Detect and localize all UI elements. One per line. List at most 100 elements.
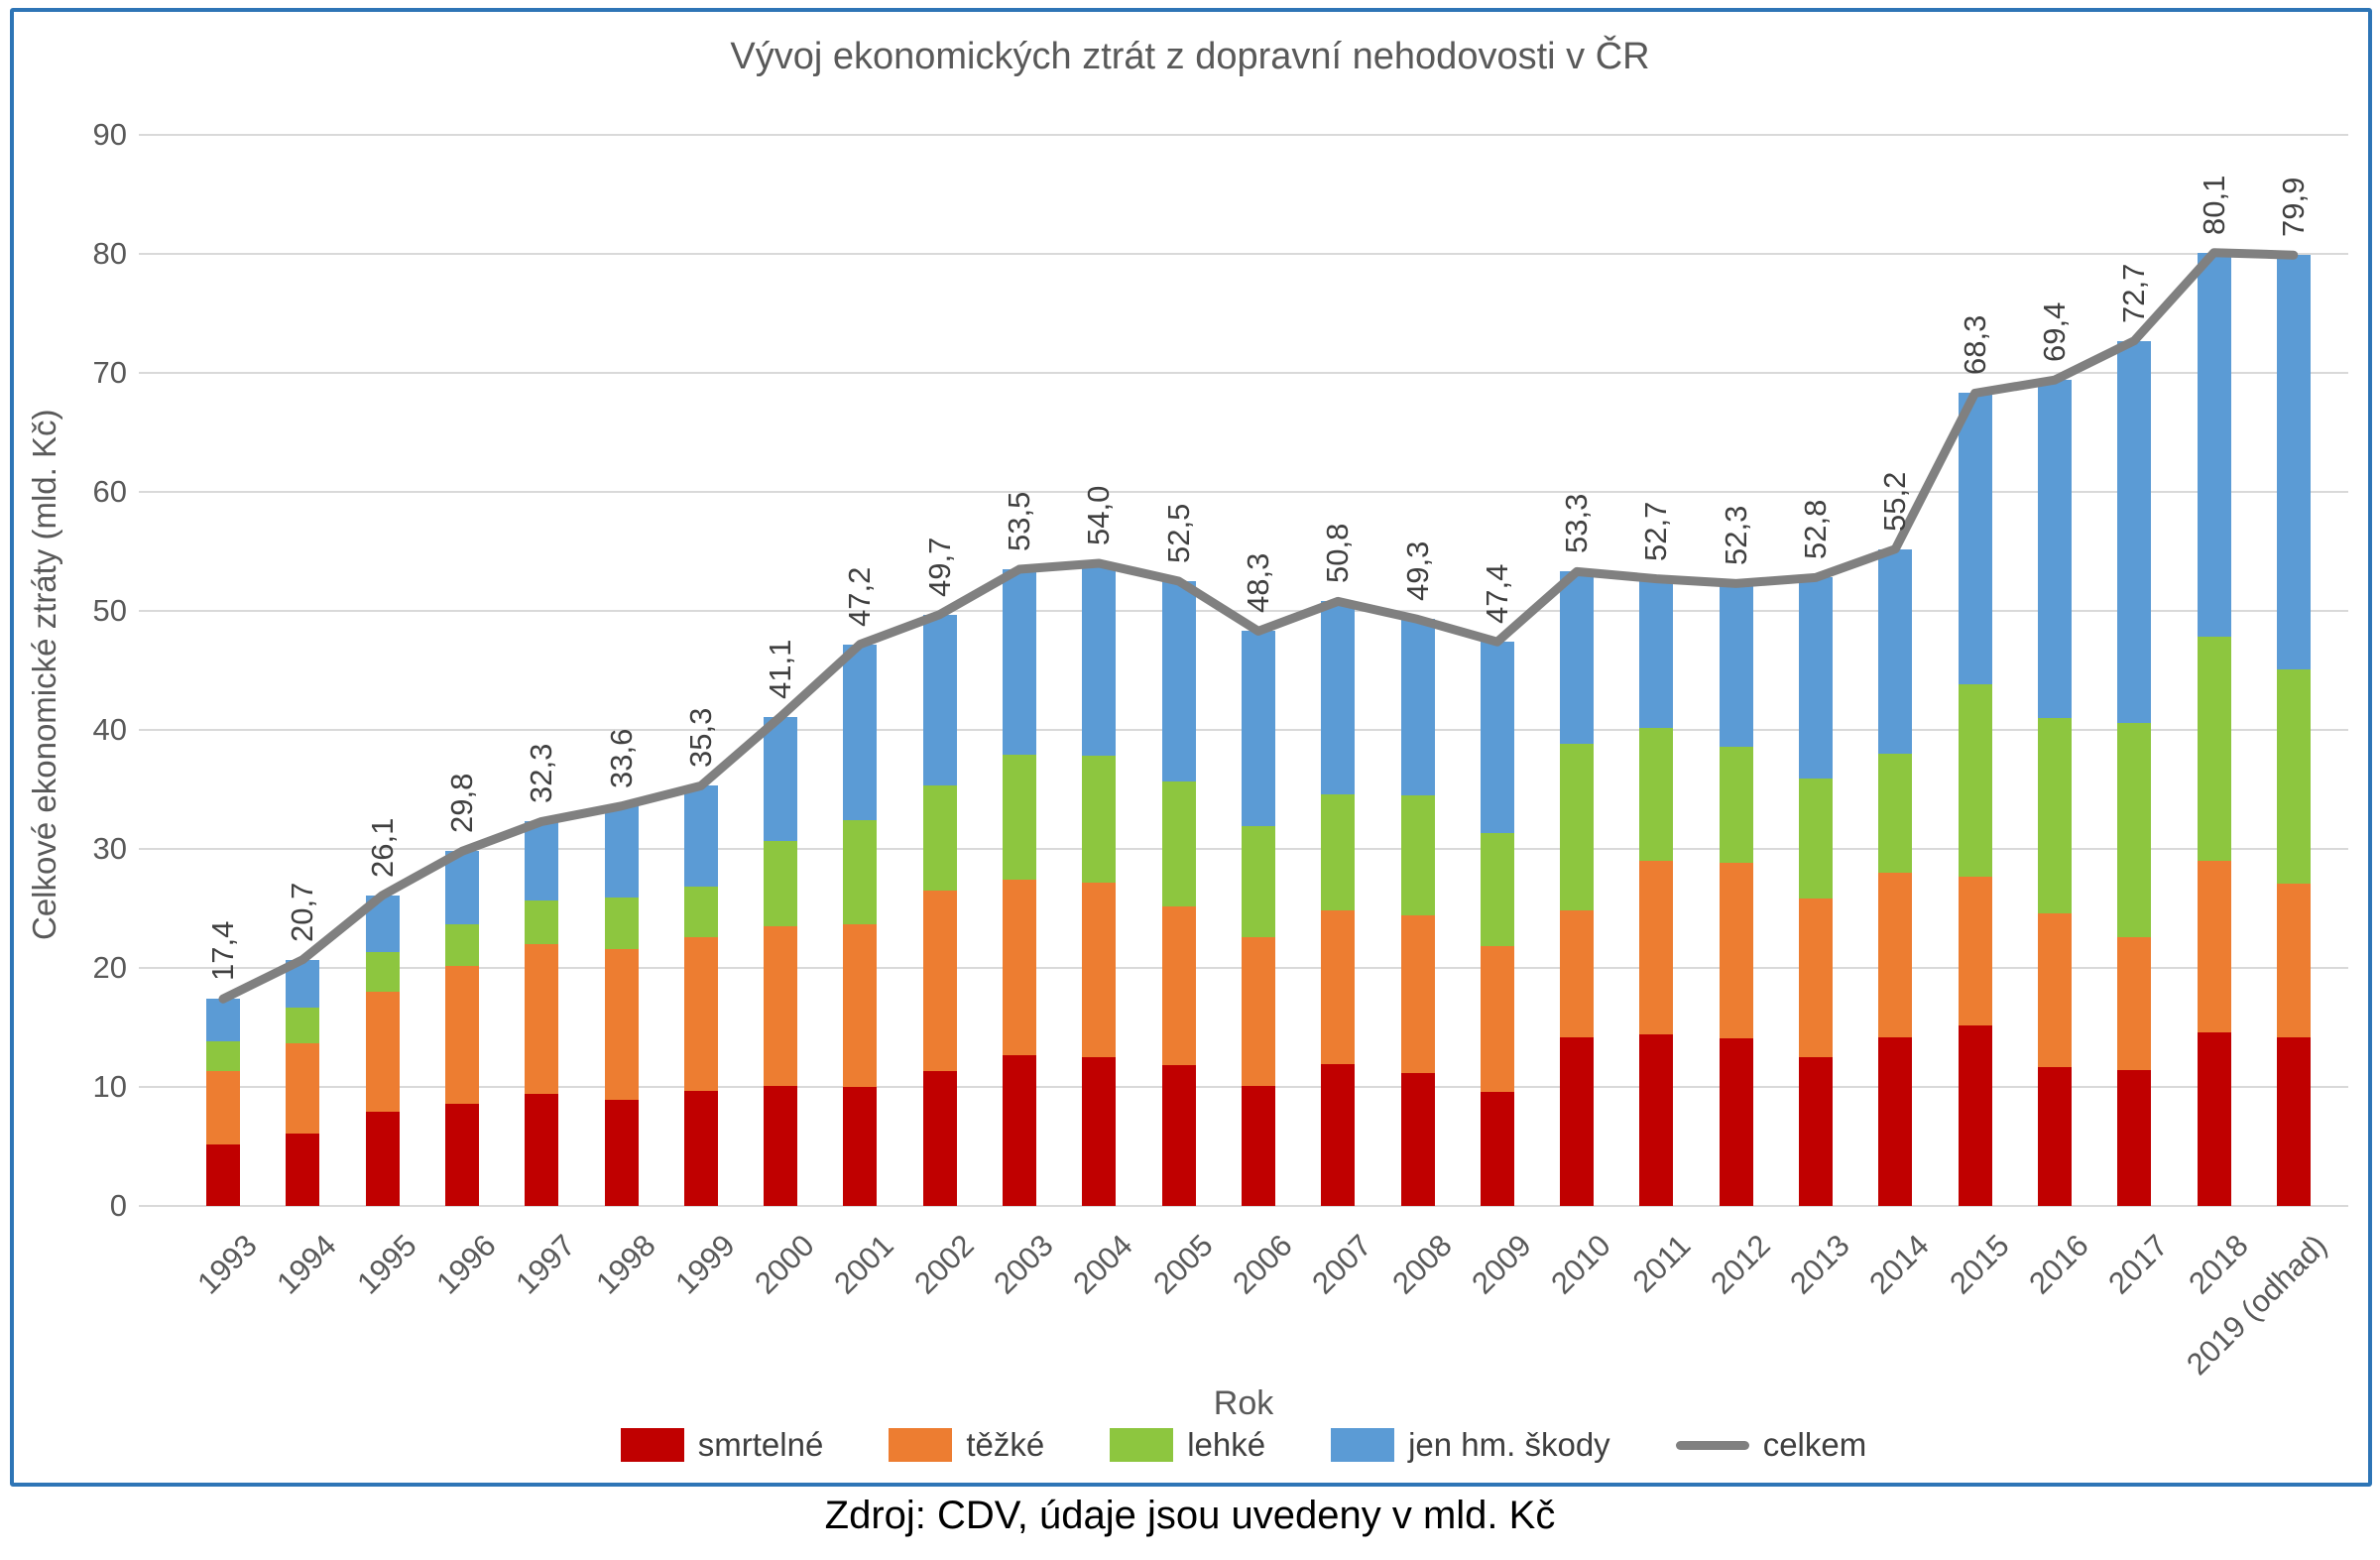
y-tick-label: 80 xyxy=(92,236,127,271)
bar-2004-smrtelné xyxy=(1082,1057,1117,1206)
value-label-2017: 72,7 xyxy=(2116,263,2152,323)
y-tick-label: 20 xyxy=(92,950,127,985)
total-line xyxy=(218,248,2299,1004)
legend-label: jen hm. škody xyxy=(1408,1426,1610,1463)
chart-title: Vývoj ekonomických ztrát z dopravní neho… xyxy=(730,36,1650,77)
bar-2013-lehké xyxy=(1799,779,1833,900)
bar-2010-jen hm. škody xyxy=(1560,571,1595,745)
bar-2009-smrtelné xyxy=(1480,1091,1514,1206)
bar-2016-jen hm. škody xyxy=(2037,380,2072,718)
bar-2008-jen hm. škody xyxy=(1400,619,1435,795)
bar-1993-smrtelné xyxy=(206,1143,240,1206)
bar-1996-jen hm. škody xyxy=(444,851,479,924)
gridline-y-0 xyxy=(139,1205,2348,1207)
gridline-y-80 xyxy=(139,253,2348,255)
bar-2001-smrtelné xyxy=(843,1087,878,1206)
bar-2010-lehké xyxy=(1560,744,1595,911)
value-label-2002: 49,7 xyxy=(921,537,957,597)
bar-2000-těžké xyxy=(764,926,798,1086)
bar-2019-těžké xyxy=(2276,883,2311,1037)
value-label-2009: 47,4 xyxy=(1479,563,1514,625)
bar-1998-jen hm. škody xyxy=(604,805,639,899)
bar-2007-jen hm. škody xyxy=(1321,601,1356,794)
legend-color-swatch xyxy=(620,1428,684,1462)
y-tick-label: 50 xyxy=(92,593,127,628)
bar-1999-smrtelné xyxy=(683,1090,718,1206)
bar-2012-smrtelné xyxy=(1719,1037,1753,1206)
bar-2001-jen hm. škody xyxy=(843,644,878,821)
source-note: Zdroj: CDV, údaje jsou uvedeny v mld. Kč xyxy=(824,1494,1556,1537)
bar-2014-lehké xyxy=(1878,754,1913,873)
y-tick-label: 30 xyxy=(92,831,127,866)
value-label-2015: 68,3 xyxy=(1957,315,1992,376)
legend-color-swatch xyxy=(1331,1428,1395,1462)
value-label-2016: 69,4 xyxy=(2036,301,2072,363)
bar-1999-těžké xyxy=(683,936,718,1091)
bar-2007-těžké xyxy=(1321,910,1356,1065)
bar-2004-těžké xyxy=(1082,882,1117,1057)
bar-2014-jen hm. škody xyxy=(1878,548,1913,754)
bar-2014-těžké xyxy=(1878,873,1913,1037)
bar-2001-těžké xyxy=(843,923,878,1087)
bar-2008-těžké xyxy=(1400,915,1435,1073)
bar-2005-lehké xyxy=(1161,780,1196,906)
bar-2007-smrtelné xyxy=(1321,1064,1356,1206)
legend-item-t-k-: těžké xyxy=(889,1426,1044,1464)
bar-2006-smrtelné xyxy=(1241,1085,1275,1206)
y-tick-label: 10 xyxy=(92,1069,127,1104)
gridline-y-50 xyxy=(139,610,2348,612)
bar-2002-těžké xyxy=(922,891,957,1072)
value-label-2018: 80,1 xyxy=(2196,175,2231,235)
value-label-2019: 79,9 xyxy=(2275,177,2311,238)
legend-color-swatch xyxy=(889,1428,953,1462)
bar-2009-jen hm. škody xyxy=(1480,642,1514,834)
legend-label: celkem xyxy=(1762,1426,1867,1463)
bar-2008-lehké xyxy=(1400,795,1435,916)
legend: smrtelné těžké lehké jen hm. škody celkem xyxy=(139,1426,2348,1464)
bar-2000-lehké xyxy=(764,840,798,926)
bar-1995-lehké xyxy=(365,952,400,992)
bar-2018-těžké xyxy=(2197,861,2231,1032)
legend-color-swatch xyxy=(1110,1428,1174,1462)
value-label-1995: 26,1 xyxy=(364,817,400,878)
value-label-1994: 20,7 xyxy=(285,882,320,942)
bar-2005-smrtelné xyxy=(1161,1065,1196,1206)
bar-1996-lehké xyxy=(444,923,479,966)
bar-2018-lehké xyxy=(2197,637,2231,861)
legend-label: smrtelné xyxy=(697,1426,824,1463)
value-label-2011: 52,7 xyxy=(1638,501,1674,561)
bar-2000-smrtelné xyxy=(764,1085,798,1206)
bar-2016-lehké xyxy=(2037,718,2072,913)
bar-2011-jen hm. škody xyxy=(1639,578,1674,728)
bar-2016-těžké xyxy=(2037,912,2072,1067)
bar-2003-těžké xyxy=(1003,880,1036,1055)
value-label-2008: 49,3 xyxy=(1399,541,1435,602)
bar-2012-těžké xyxy=(1719,863,1753,1038)
value-label-2012: 52,3 xyxy=(1718,506,1753,566)
gridline-y-70 xyxy=(139,372,2348,374)
bar-2002-jen hm. škody xyxy=(922,614,957,786)
bar-2012-lehké xyxy=(1719,746,1753,864)
bar-2015-těžké xyxy=(1958,876,1992,1025)
bar-2015-jen hm. škody xyxy=(1958,393,1992,685)
bar-2005-těžké xyxy=(1161,905,1196,1066)
bar-2006-těžké xyxy=(1241,936,1275,1086)
legend-item-celkem: celkem xyxy=(1675,1426,1867,1464)
value-label-2004: 54,0 xyxy=(1081,485,1117,545)
bar-2018-smrtelné xyxy=(2197,1031,2231,1206)
value-label-2013: 52,8 xyxy=(1798,500,1833,560)
bar-1997-těžké xyxy=(525,944,559,1095)
bar-1995-smrtelné xyxy=(365,1112,400,1206)
bar-2017-smrtelné xyxy=(2117,1070,2152,1206)
bar-2018-jen hm. škody xyxy=(2197,252,2231,638)
bar-2009-lehké xyxy=(1480,833,1514,947)
gridline-y-90 xyxy=(139,134,2348,136)
value-label-1996: 29,8 xyxy=(443,774,479,834)
bar-1995-těžké xyxy=(365,992,400,1113)
bar-2004-lehké xyxy=(1082,756,1117,883)
bar-1994-těžké xyxy=(286,1042,320,1134)
bar-2011-těžké xyxy=(1639,861,1674,1035)
bar-1998-těžké xyxy=(604,948,639,1101)
